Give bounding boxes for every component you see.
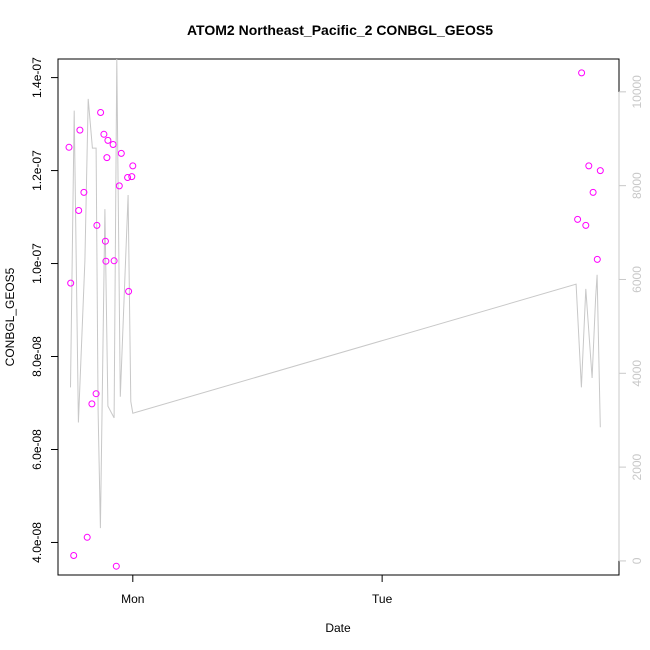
x-tick-label: Tue (372, 592, 393, 606)
data-point (589, 188, 597, 196)
x-axis: Mon Tue (121, 575, 393, 606)
data-point (101, 237, 109, 245)
y-tick-label: 6.0e-08 (30, 429, 44, 470)
data-point (124, 174, 132, 181)
right-axis-line-series (70, 58, 601, 529)
data-point (83, 533, 91, 541)
data-point (67, 279, 75, 287)
data-point (70, 552, 78, 559)
data-point (93, 221, 101, 229)
left-axis-point-series (65, 69, 604, 570)
x-tick-label: Mon (121, 592, 144, 606)
data-point (582, 221, 590, 229)
data-point (125, 287, 133, 295)
y2-tick-label: 10000 (630, 75, 644, 109)
y2-tick-label: 0 (630, 557, 644, 564)
data-point (100, 130, 108, 138)
data-point (110, 257, 118, 265)
y2-tick-label: 6000 (630, 266, 644, 293)
y-tick-label: 8.0e-08 (30, 336, 44, 377)
data-point (109, 141, 117, 148)
data-point (76, 126, 84, 134)
data-point (104, 136, 112, 144)
data-point (65, 143, 73, 151)
series-line (70, 58, 601, 529)
data-point (112, 562, 120, 570)
data-point (593, 255, 601, 263)
y-tick-label: 1.0e-07 (30, 243, 44, 284)
data-point (102, 257, 110, 265)
y-tick-label: 4.0e-08 (30, 522, 44, 563)
y-axis-right: 0 2000 4000 6000 8000 10000 (618, 75, 644, 564)
data-point (75, 207, 83, 214)
data-point (92, 390, 100, 398)
y2-tick-label: 8000 (630, 172, 644, 199)
y2-tick-label: 2000 (630, 453, 644, 480)
data-point (585, 162, 593, 170)
data-point (117, 149, 125, 157)
y-axis-label: CONBGL_GEOS5 (3, 267, 17, 366)
y-tick-label: 1.2e-07 (30, 150, 44, 191)
y-tick-label: 1.4e-07 (30, 57, 44, 98)
data-point (88, 400, 96, 408)
data-point (574, 215, 582, 223)
y-axis-left: 4.0e-08 6.0e-08 8.0e-08 1.0e-07 1.2e-07 1.4e-… (30, 57, 59, 563)
data-point (97, 109, 105, 116)
x-axis-label: Date (325, 621, 351, 635)
data-point (129, 162, 137, 170)
data-point (578, 69, 586, 77)
data-point (103, 154, 111, 162)
data-point (80, 188, 88, 196)
y2-tick-label: 4000 (630, 360, 644, 387)
data-point (128, 173, 136, 181)
data-point (115, 182, 123, 190)
plot-frame (57, 58, 620, 576)
data-point (596, 167, 604, 175)
chart-title: ATOM2 Northeast_Pacific_2 CONBGL_GEOS5 (187, 22, 493, 38)
